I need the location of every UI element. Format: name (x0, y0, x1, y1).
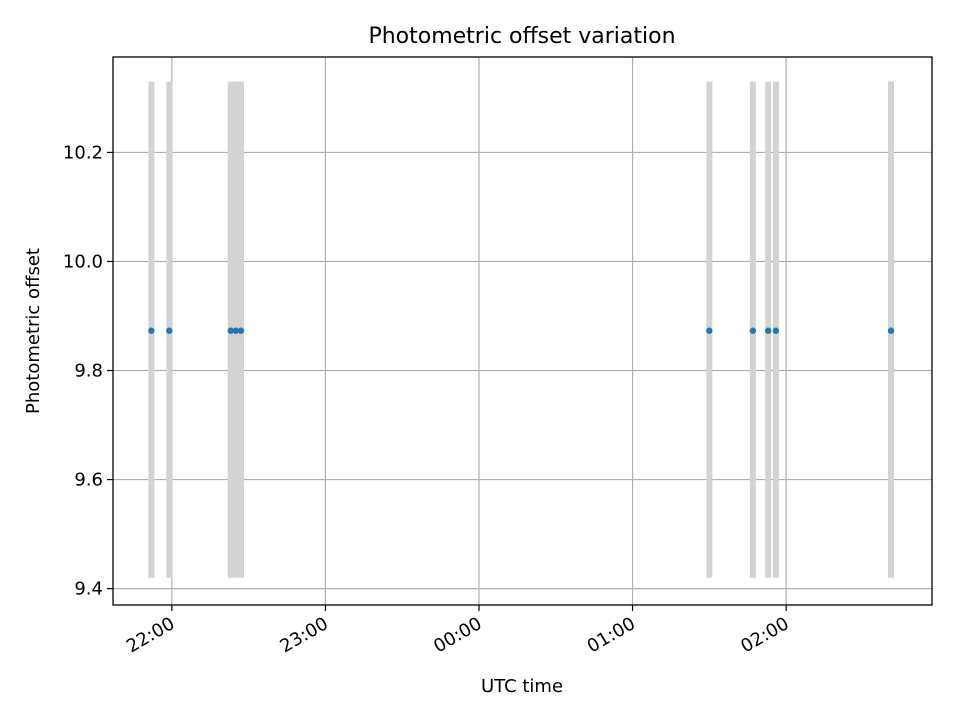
data-point (227, 327, 234, 334)
data-point (765, 327, 772, 334)
data-point (706, 327, 713, 334)
gridlines (113, 57, 932, 605)
data-point (232, 327, 240, 334)
y-tick-label: 9.8 (74, 361, 103, 382)
data-point (887, 327, 895, 334)
data-point (148, 327, 155, 334)
y-axis-label: Photometric offset (23, 248, 44, 414)
y-tick-label: 10.2 (63, 142, 103, 163)
x-axis-label: UTC time (481, 676, 563, 697)
chart-title: Photometric offset variation (368, 24, 675, 49)
data-points (148, 327, 895, 334)
y-tick-label: 9.4 (74, 579, 103, 600)
data-point (237, 327, 245, 334)
y-tick-label: 9.6 (74, 470, 103, 491)
data-point (166, 327, 173, 334)
y-tick-label: 10.0 (63, 251, 103, 272)
plot-frame (112, 56, 933, 606)
data-point (772, 327, 780, 334)
plot-area (113, 57, 932, 605)
y-axis-ticks: 9.4 9.6 9.8 10.0 10.2 (63, 142, 113, 600)
data-point (749, 327, 757, 334)
